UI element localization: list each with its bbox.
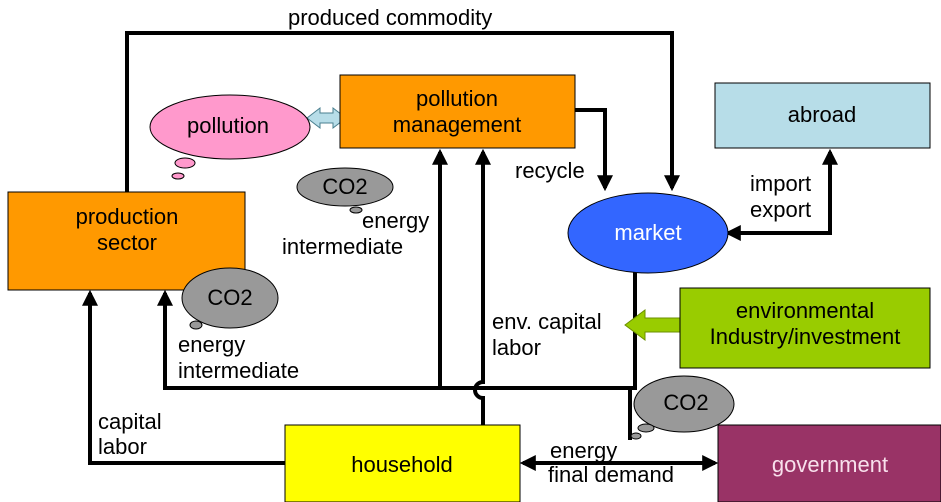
node-label: government	[772, 452, 888, 477]
node-label: market	[614, 220, 681, 245]
edge-label: energy	[550, 438, 617, 463]
co2-label: CO2	[663, 390, 708, 415]
node-label: abroad	[788, 102, 857, 127]
edge-label: recycle	[515, 158, 585, 183]
node-label: pollution	[187, 113, 269, 138]
edge-label: produced commodity	[288, 5, 492, 30]
connectors	[82, 31, 838, 471]
edge-label: intermediate	[178, 358, 299, 383]
co2-labels: CO2 CO2 CO2	[207, 174, 708, 415]
node-label: environmental	[736, 298, 874, 323]
shapes	[7, 74, 941, 502]
edge-label: import	[750, 171, 811, 196]
node-label: pollution	[416, 86, 498, 111]
node-label: household	[351, 452, 453, 477]
node-label: sector	[97, 230, 157, 255]
node-label: management	[393, 112, 521, 137]
node-label: Industry/investment	[710, 324, 901, 349]
edge-label: export	[750, 197, 811, 222]
edge-label: capital	[98, 409, 162, 434]
node-labels: production sector pollution management a…	[76, 86, 901, 477]
co2-label: CO2	[322, 174, 367, 199]
co2-label: CO2	[207, 285, 252, 310]
edge-label: intermediate	[282, 234, 403, 259]
edge-label: labor	[98, 434, 147, 459]
edge-label: labor	[492, 335, 541, 360]
edge-label: env. capital	[492, 309, 602, 334]
edge-label: energy	[362, 208, 429, 233]
edge-label: energy	[178, 332, 245, 357]
edge-labels: produced commodity recycle import export…	[98, 5, 811, 487]
node-label: production	[76, 204, 179, 229]
edge-label: final demand	[548, 462, 674, 487]
